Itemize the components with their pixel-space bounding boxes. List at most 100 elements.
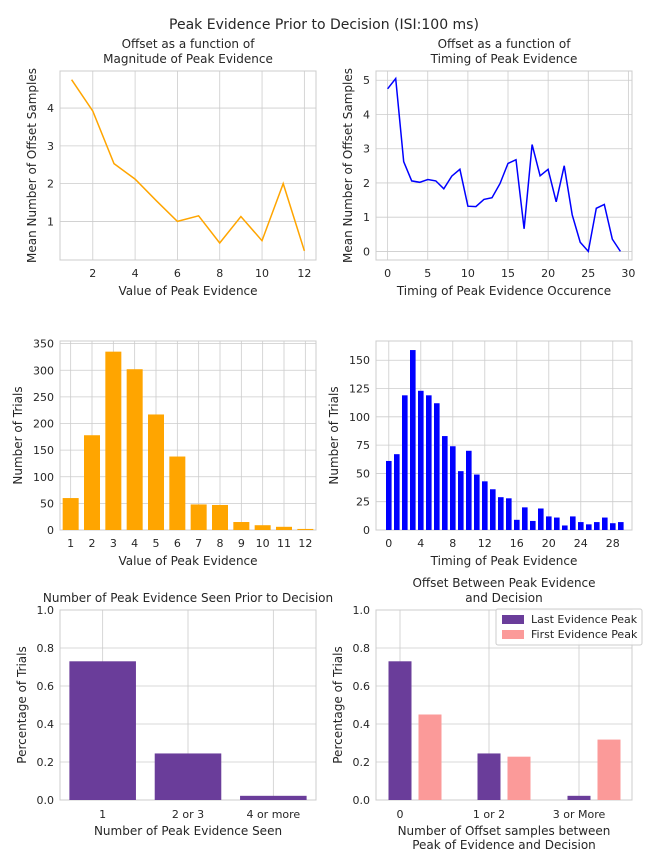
x-tick-label: 8 xyxy=(216,267,223,280)
x-axis-label: Value of Peak Evidence xyxy=(118,554,257,568)
bar xyxy=(386,460,392,530)
panel-peak-count-bars: Number of Peak Evidence Seen Prior to De… xyxy=(15,591,333,838)
x-axis-label: Timing of Peak Evidence xyxy=(430,554,578,568)
y-tick-label: 300 xyxy=(33,364,54,377)
y-tick-label: 25 xyxy=(356,496,370,509)
y-tick-label: 3 xyxy=(47,140,54,153)
y-tick-label: 1 xyxy=(47,215,54,228)
y-tick-label: 350 xyxy=(33,338,54,351)
y-tick-label: 0.8 xyxy=(37,642,55,655)
x-tick-label: 12 xyxy=(478,537,492,550)
bar xyxy=(602,517,608,530)
y-tick-label: 0.4 xyxy=(353,718,371,731)
x-tick-label: 24 xyxy=(574,537,588,550)
panel-timing-bars: Timing of Peak Evidence Number of Trials 0… xyxy=(327,340,633,568)
bar xyxy=(586,524,592,530)
bar xyxy=(410,350,416,530)
bar-first-peak xyxy=(418,714,442,800)
x-tick-label: 10 xyxy=(255,267,269,280)
x-tick-label: 5 xyxy=(424,267,431,280)
x-tick-label: 4 xyxy=(417,537,424,550)
y-tick-label: 1 xyxy=(363,211,370,224)
bar xyxy=(105,351,122,530)
chart-title: Magnitude of Peak Evidence xyxy=(103,52,273,66)
chart-title: Offset as a function of xyxy=(122,37,256,51)
bar xyxy=(212,504,228,530)
bar xyxy=(618,522,624,530)
bar xyxy=(450,446,456,530)
y-tick-label: 2 xyxy=(363,177,370,190)
bar xyxy=(562,525,568,530)
bar xyxy=(240,795,307,800)
bar xyxy=(514,519,520,530)
chart-title: Timing of Peak Evidence xyxy=(430,52,578,66)
bar xyxy=(530,520,536,530)
bar xyxy=(498,497,504,530)
y-tick-label: 5 xyxy=(363,74,370,87)
y-tick-label: 0.2 xyxy=(37,756,55,769)
plot-area xyxy=(375,70,633,261)
x-tick-label: 0 xyxy=(384,267,391,280)
x-tick-label: 12 xyxy=(298,537,312,550)
bar xyxy=(154,753,222,800)
y-tick-label: 0 xyxy=(363,524,370,537)
x-tick-label: 5 xyxy=(153,537,160,550)
bar xyxy=(69,661,136,800)
bar xyxy=(546,516,552,530)
bar-last-peak xyxy=(477,753,501,800)
y-tick-label: 2 xyxy=(47,178,54,191)
x-tick-label: 7 xyxy=(195,537,202,550)
x-tick-label: 0 xyxy=(385,537,392,550)
legend: Last Evidence Peak First Evidence Peak xyxy=(495,608,643,646)
x-tick-label: 0 xyxy=(397,808,404,821)
chart-title: Offset as a function of xyxy=(438,37,572,51)
bar xyxy=(276,526,292,530)
y-tick-label: 150 xyxy=(33,444,54,457)
x-axis-label: Number of Peak Evidence Seen xyxy=(94,824,282,838)
y-axis-label: Mean Number of Offset Samples xyxy=(25,68,39,263)
x-tick-label: 2 or 3 xyxy=(172,808,204,821)
plot-area xyxy=(59,340,317,531)
bar xyxy=(610,523,616,530)
y-tick-label: 50 xyxy=(40,497,54,510)
legend-swatch xyxy=(502,630,524,639)
bar xyxy=(538,508,544,530)
series-line xyxy=(387,76,622,254)
bar xyxy=(233,522,250,530)
bar xyxy=(554,517,560,530)
bar xyxy=(458,471,464,530)
y-tick-label: 0.2 xyxy=(353,756,371,769)
bar-first-peak xyxy=(507,756,531,800)
x-tick-label: 1 or 2 xyxy=(473,808,505,821)
y-tick-label: 100 xyxy=(349,411,370,424)
bar xyxy=(62,498,79,530)
x-tick-label: 20 xyxy=(542,537,556,550)
y-tick-label: 1.0 xyxy=(37,604,55,617)
x-tick-label: 2 xyxy=(89,537,96,550)
x-tick-label: 4 or more xyxy=(246,808,300,821)
bar xyxy=(169,456,186,530)
y-tick-label: 200 xyxy=(33,418,54,431)
x-axis-label: Peak of Evidence and Decision xyxy=(412,838,596,852)
bar xyxy=(522,507,528,530)
bar-last-peak xyxy=(567,795,591,800)
x-tick-label: 10 xyxy=(461,267,475,280)
x-tick-label: 3 xyxy=(110,537,117,550)
x-tick-label: 8 xyxy=(449,537,456,550)
y-tick-label: 0 xyxy=(47,524,54,537)
y-tick-label: 50 xyxy=(356,467,370,480)
y-axis-label: Percentage of Trials xyxy=(331,646,345,763)
y-axis-label: Percentage of Trials xyxy=(15,646,29,763)
bar xyxy=(148,414,164,530)
y-tick-label: 0.6 xyxy=(37,680,55,693)
x-tick-label: 11 xyxy=(277,537,291,550)
bar xyxy=(84,435,100,530)
x-tick-label: 1 xyxy=(67,537,74,550)
series-line xyxy=(70,79,306,252)
x-tick-label: 2 xyxy=(89,267,96,280)
legend-box xyxy=(495,608,643,646)
y-tick-label: 1.0 xyxy=(353,604,371,617)
